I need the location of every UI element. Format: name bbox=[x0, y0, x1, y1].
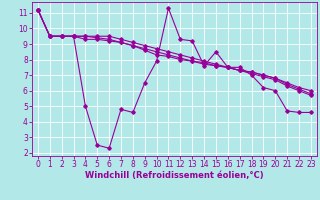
X-axis label: Windchill (Refroidissement éolien,°C): Windchill (Refroidissement éolien,°C) bbox=[85, 171, 264, 180]
